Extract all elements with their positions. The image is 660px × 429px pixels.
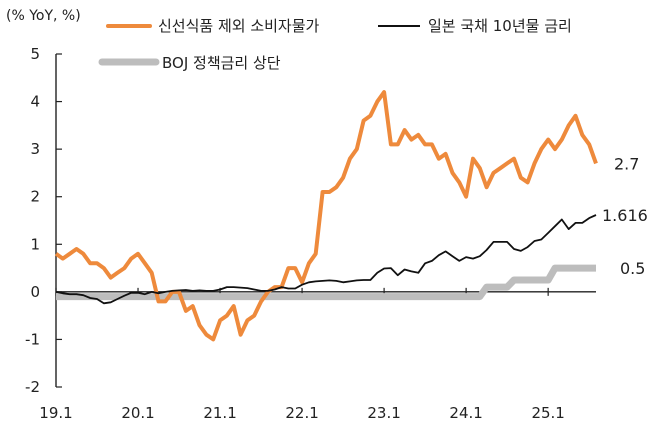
y-tick-label: 0 bbox=[30, 283, 40, 301]
x-tick-label: 19.1 bbox=[39, 404, 72, 422]
end-label-jgb: 1.616 bbox=[602, 206, 648, 225]
series-line-jgb bbox=[55, 214, 597, 305]
legend-label-cpi: 신선식품 제외 소비자물가 bbox=[158, 17, 320, 35]
unit-label: (% YoY, %) bbox=[6, 8, 81, 24]
series-line-cpi bbox=[54, 90, 598, 342]
x-tick-label: 21.1 bbox=[203, 404, 236, 422]
y-tick-label: 2 bbox=[30, 188, 40, 206]
legend: 신선식품 제외 소비자물가 일본 국채 10년물 금리 BOJ 정책금리 상단 bbox=[98, 17, 572, 72]
axes: -2 -1 0 1 2 3 4 5 19.1 20.1 21.1 22.1 23.1 24.1 25.1 bbox=[25, 45, 596, 422]
series-layer bbox=[54, 90, 598, 342]
y-tick-label: 4 bbox=[30, 93, 40, 111]
legend-label-jgb: 일본 국채 10년물 금리 bbox=[428, 17, 572, 35]
end-label-boj: 0.5 bbox=[620, 259, 645, 278]
y-tick-label: 5 bbox=[30, 45, 40, 63]
y-tick-label: -2 bbox=[25, 378, 40, 396]
y-tick-label: 1 bbox=[30, 235, 40, 253]
x-tick-label: 23.1 bbox=[367, 404, 400, 422]
y-tick-label: 3 bbox=[30, 140, 40, 158]
series-line-boj bbox=[56, 264, 596, 301]
legend-label-boj: BOJ 정책금리 상단 bbox=[162, 54, 281, 72]
x-tick-label: 25.1 bbox=[531, 404, 564, 422]
x-tick-label: 20.1 bbox=[121, 404, 154, 422]
y-tick-label: -1 bbox=[25, 330, 40, 348]
x-tick-label: 24.1 bbox=[449, 404, 482, 422]
x-tick-label: 22.1 bbox=[285, 404, 318, 422]
end-label-cpi: 2.7 bbox=[614, 154, 639, 173]
end-labels: 2.7 1.616 0.5 bbox=[602, 154, 648, 278]
